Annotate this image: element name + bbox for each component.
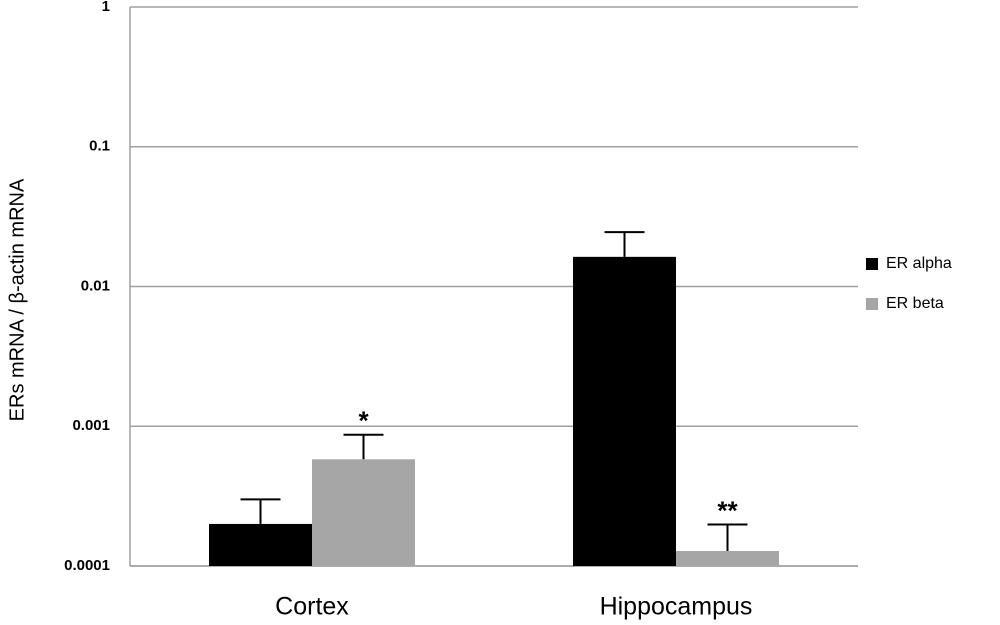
error-bar [343, 433, 384, 460]
bar [312, 459, 415, 566]
error-bar [604, 231, 645, 257]
legend-swatch [866, 258, 878, 270]
y-tick-label: 0.01 [81, 277, 110, 294]
bar [209, 523, 312, 566]
y-axis-label: ERs mRNA / β-actin mRNA [6, 178, 28, 421]
y-tick-label: 0.001 [72, 417, 110, 434]
x-tick-label: Cortex [275, 593, 349, 621]
error-bar [240, 498, 281, 524]
bar [676, 551, 779, 566]
y-tick-label: 0.0001 [64, 557, 110, 574]
y-tick-label: 0.1 [89, 138, 110, 155]
legend-label: ER beta [886, 295, 944, 312]
legend-label: ER alpha [886, 255, 952, 272]
error-bar [707, 523, 748, 552]
annotation: * [358, 406, 369, 436]
annotation: ** [717, 495, 738, 525]
x-tick-label: Hippocampus [600, 593, 753, 621]
bar [573, 256, 676, 566]
y-tick-label: 1 [102, 0, 110, 15]
legend-swatch [866, 298, 878, 310]
